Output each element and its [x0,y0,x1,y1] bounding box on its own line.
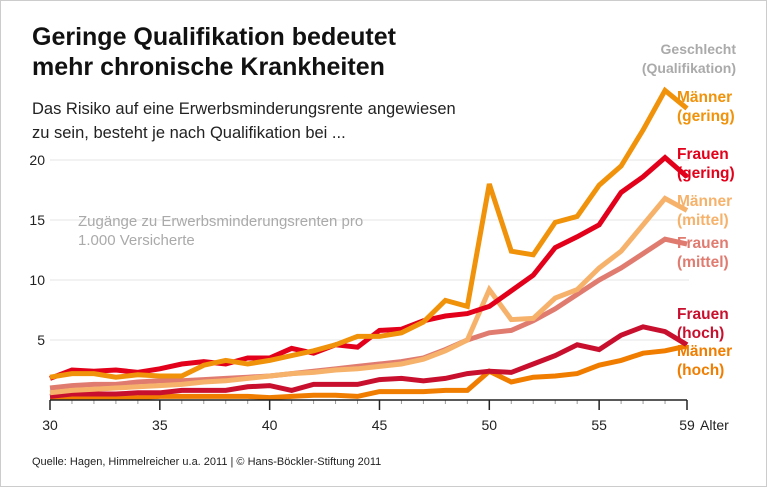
x-tick-label: 50 [482,417,498,433]
label-line: (mittel) [677,254,729,271]
x-tick-label: 40 [262,417,278,433]
series-line-männer-hoch- [50,343,688,401]
legend-label-maenner-gering: Männer (gering) [677,88,767,126]
label-line: Männer [677,193,733,210]
y-tick-label: 10 [29,272,45,288]
x-tick-label: 35 [152,417,168,433]
x-tick-label: 30 [42,417,58,433]
series-line-männer-gering- [49,86,689,380]
y-axis-label: Zugänge zu Erwerbsminderungsrenten pro 1… [78,213,364,249]
y-tick-label: 20 [29,152,45,168]
label-line: (hoch) [677,362,725,379]
legend-label-frauen-gering: Frauen (gering) [677,145,767,183]
chart-title: Geringe Qualifikation bedeutet mehr chro… [32,23,396,81]
y-tick-label: 15 [29,212,45,228]
x-tick-label: 59 [679,417,695,433]
x-axis-label: Alter [700,417,729,433]
label-line: (mittel) [677,212,729,229]
label-line: (gering) [677,165,735,182]
legend-label-frauen-hoch: Frauen (hoch) [677,305,767,343]
x-tick-label: 55 [591,417,607,433]
series-line-frauen-hoch- [49,324,689,399]
label-line: Männer [677,89,733,106]
chart-subtitle: Das Risiko auf eine Erwerbsminderungsren… [32,100,456,142]
legend-label-frauen-mittel: Frauen (mittel) [677,234,767,272]
legend-label-maenner-hoch: Männer (hoch) [677,342,767,380]
source-note: Quelle: Hagen, Himmelreicher u.a. 2011 |… [32,456,382,468]
y-tick-label: 5 [37,332,45,348]
label-line: Frauen [677,235,729,252]
legend-title: Geschlecht (Qualifikation) [641,41,736,76]
label-line: Männer [677,343,733,360]
label-line: (hoch) [677,325,725,342]
label-line: Frauen [677,306,729,323]
x-tick-label: 45 [372,417,388,433]
series-line-frauen-gering- [49,154,689,381]
series-line-männer-mittel- [49,195,689,396]
label-line: Frauen [677,146,729,163]
label-line: (gering) [677,108,735,125]
legend-label-maenner-mittel: Männer (mittel) [677,192,767,230]
